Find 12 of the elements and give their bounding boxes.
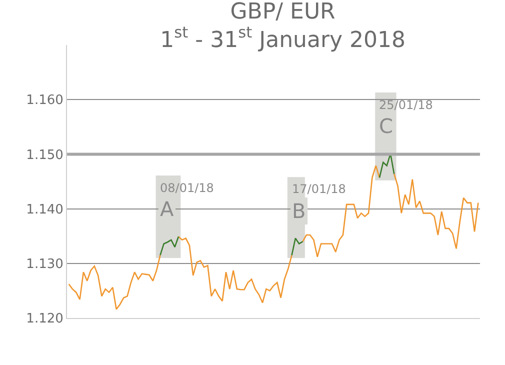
y-tick-label: 1.150	[26, 148, 64, 163]
annotation: 17/01/18	[292, 182, 346, 196]
y-tick-label: 1.140	[26, 202, 64, 218]
annotation: B	[292, 199, 306, 223]
annotation: 08/01/18	[160, 181, 214, 195]
chart-title: GBP/ EUR 1$^{st}$ - 31$^{st}$ January 2018	[160, 0, 406, 53]
y-tick-label: 1.130	[26, 256, 64, 272]
annotation: A	[160, 197, 174, 221]
annotation: C	[379, 114, 393, 138]
annotation: 25/01/18	[379, 98, 433, 112]
y-tick-label: 1.120	[26, 312, 64, 327]
y-tick-label: 1.160	[26, 93, 64, 108]
